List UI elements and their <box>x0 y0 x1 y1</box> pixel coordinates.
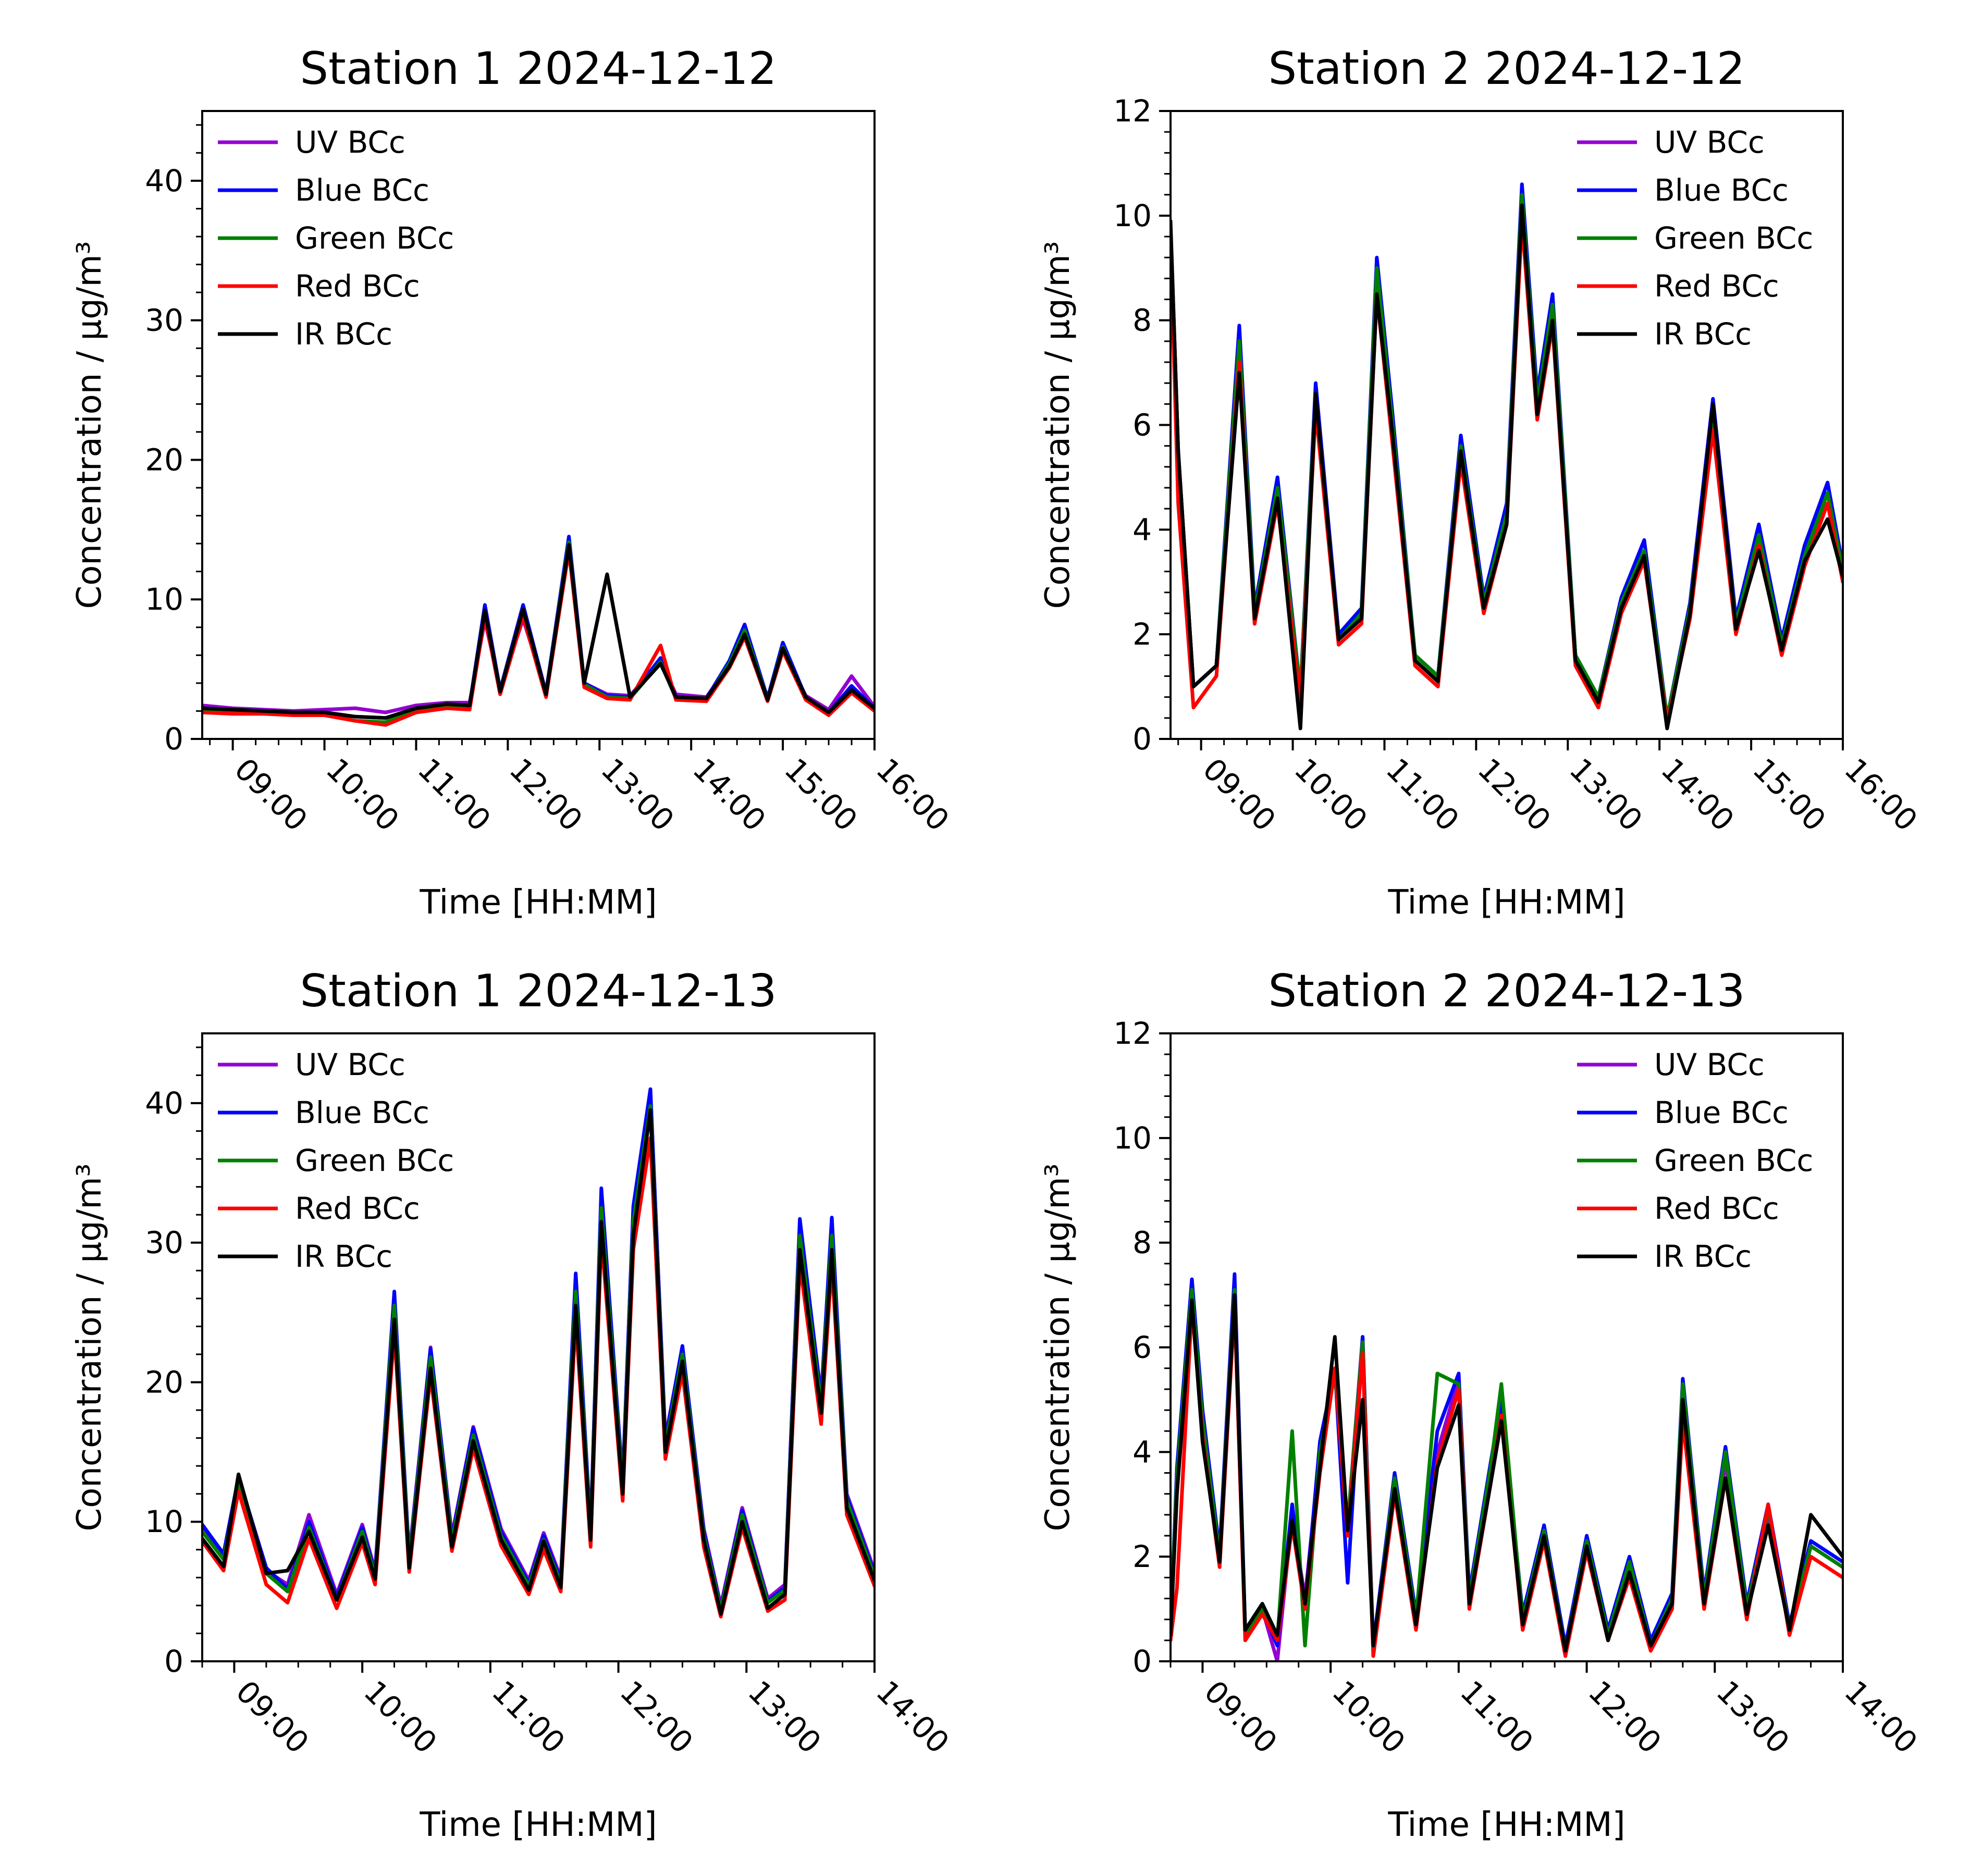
legend-item: Blue BCc <box>1577 1095 1789 1130</box>
legend: UV BCc Blue BCc Green BCc Red BCc IR BCc <box>1577 125 1813 352</box>
y-axis-label: Concentration / μg/m³ <box>70 241 109 609</box>
y-tick-label: 2 <box>1132 1539 1152 1574</box>
legend: UV BCc Blue BCc Green BCc Red BCc IR BCc <box>218 125 454 352</box>
chart-title: Station 2 2024-12-13 <box>1269 965 1745 1017</box>
legend-item: IR BCc <box>218 316 392 352</box>
legend-label: Green BCc <box>1654 1143 1813 1178</box>
y-tick-label: 12 <box>1113 93 1152 129</box>
y-tick-label: 6 <box>1132 408 1152 443</box>
legend-label: Green BCc <box>295 1143 454 1178</box>
series-line-ir-bcc <box>1171 1293 1843 1653</box>
y-tick-label: 30 <box>145 303 183 338</box>
legend-item: Green BCc <box>1577 220 1813 256</box>
legend-item: Green BCc <box>1577 1143 1813 1178</box>
legend-item: IR BCc <box>1577 1239 1752 1274</box>
legend-label: Red BCc <box>295 1191 420 1226</box>
y-tick-label: 2 <box>1132 616 1152 652</box>
legend-label: UV BCc <box>295 1047 405 1082</box>
y-tick-label: 8 <box>1132 1225 1152 1261</box>
legend-label: Blue BCc <box>295 172 429 208</box>
legend-label: UV BCc <box>1654 125 1765 160</box>
legend-item: Red BCc <box>218 1191 420 1226</box>
y-tick-label: 4 <box>1132 512 1152 547</box>
legend-item: UV BCc <box>1577 1047 1765 1082</box>
y-tick-label: 40 <box>145 1085 183 1121</box>
y-tick-label: 0 <box>164 721 183 757</box>
y-tick-label: 0 <box>1132 721 1152 757</box>
series-lines <box>1171 1272 1843 1661</box>
y-tick-label: 10 <box>145 582 183 617</box>
legend-item: IR BCc <box>1577 316 1752 352</box>
y-axis-label: Concentration / μg/m³ <box>1039 241 1077 609</box>
y-tick-label: 4 <box>1132 1434 1152 1470</box>
legend-label: Blue BCc <box>295 1095 429 1130</box>
legend-item: Green BCc <box>218 220 454 256</box>
y-tick-label: 10 <box>1113 198 1152 233</box>
legend-item: UV BCc <box>1577 125 1765 160</box>
legend-label: Blue BCc <box>1654 1095 1789 1130</box>
legend-item: UV BCc <box>218 1047 405 1082</box>
legend-label: Red BCc <box>1654 1191 1779 1226</box>
y-tick-label: 40 <box>145 163 183 199</box>
legend-label: IR BCc <box>295 316 392 352</box>
x-axis-label: Time [HH:MM] <box>1387 1806 1625 1844</box>
legend-label: Red BCc <box>295 268 420 304</box>
y-tick-label: 12 <box>1113 1016 1152 1051</box>
legend-label: Red BCc <box>1654 268 1779 304</box>
legend-label: IR BCc <box>295 1239 392 1274</box>
y-tick-label: 8 <box>1132 303 1152 338</box>
legend-label: UV BCc <box>295 125 405 160</box>
legend-label: IR BCc <box>1654 316 1752 352</box>
legend-item: IR BCc <box>218 1239 392 1274</box>
x-axis-label: Time [HH:MM] <box>419 883 657 922</box>
legend: UV BCc Blue BCc Green BCc Red BCc IR BCc <box>1577 1047 1813 1274</box>
y-axis-label: Concentration / μg/m³ <box>70 1164 109 1532</box>
legend-item: UV BCc <box>218 125 405 160</box>
chart-title: Station 1 2024-12-12 <box>300 43 777 95</box>
plot-frame <box>201 1032 876 1662</box>
legend-label: IR BCc <box>1654 1239 1752 1274</box>
y-tick-label: 30 <box>145 1225 183 1261</box>
legend-label: Blue BCc <box>1654 172 1789 208</box>
series-line-ir-bcc <box>202 543 875 720</box>
legend-label: Green BCc <box>295 220 454 256</box>
legend-item: Blue BCc <box>1577 172 1789 208</box>
x-axis-label: Time [HH:MM] <box>419 1806 657 1844</box>
plot-frame <box>201 110 876 740</box>
series-lines <box>202 535 875 727</box>
legend-label: Green BCc <box>1654 220 1813 256</box>
chart-title: Station 1 2024-12-13 <box>300 965 777 1017</box>
legend-item: Green BCc <box>218 1143 454 1178</box>
series-lines <box>202 1087 875 1619</box>
y-tick-label: 10 <box>1113 1120 1152 1156</box>
y-tick-label: 10 <box>145 1504 183 1539</box>
legend: UV BCc Blue BCc Green BCc Red BCc IR BCc <box>218 1047 454 1274</box>
legend-item: Red BCc <box>1577 1191 1779 1226</box>
legend-item: Red BCc <box>1577 268 1779 304</box>
series-line-ir-bcc <box>1171 203 1843 731</box>
y-axis-label: Concentration / μg/m³ <box>1039 1164 1077 1532</box>
legend-item: Red BCc <box>218 268 420 304</box>
x-axis-label: Time [HH:MM] <box>1387 883 1625 922</box>
legend-item: Blue BCc <box>218 1095 429 1130</box>
y-tick-label: 20 <box>145 442 183 477</box>
y-tick-label: 0 <box>1132 1644 1152 1679</box>
y-tick-label: 20 <box>145 1364 183 1400</box>
legend-item: Blue BCc <box>218 172 429 208</box>
y-tick-label: 0 <box>164 1644 183 1679</box>
series-lines <box>1171 182 1843 731</box>
chart-title: Station 2 2024-12-12 <box>1269 43 1745 95</box>
series-line-ir-bcc <box>202 1108 875 1616</box>
legend-label: UV BCc <box>1654 1047 1765 1082</box>
y-tick-label: 6 <box>1132 1330 1152 1365</box>
